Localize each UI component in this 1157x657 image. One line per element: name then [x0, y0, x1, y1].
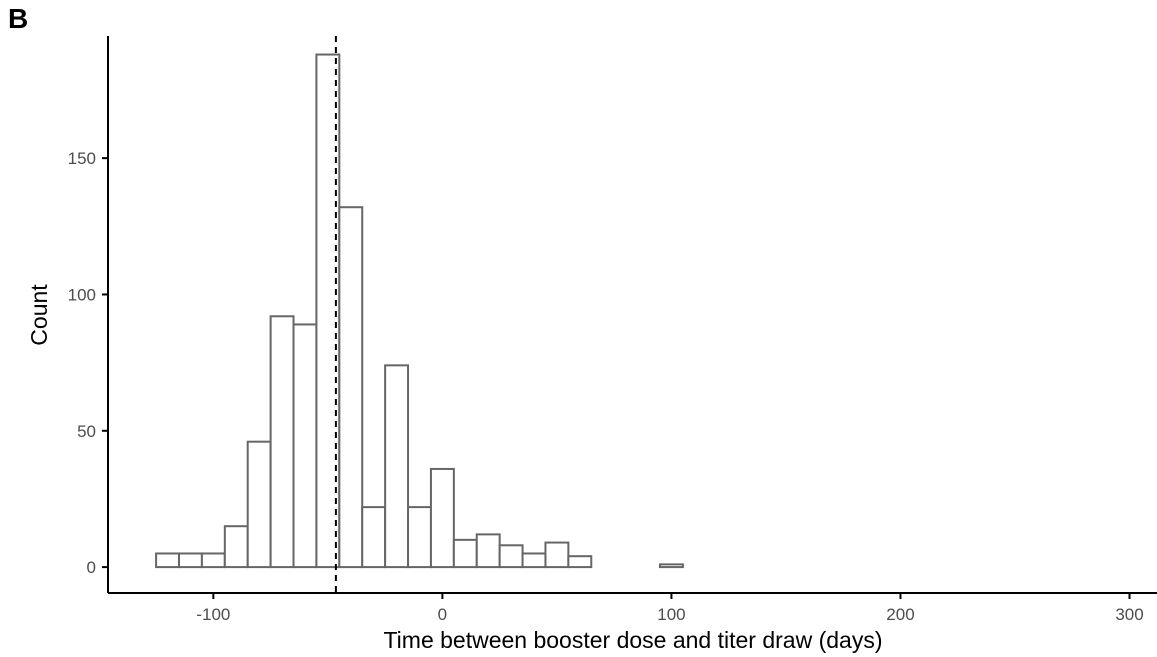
histogram-bar — [384, 364, 410, 569]
histogram-bar — [223, 525, 249, 569]
y-tick-label: 150 — [68, 149, 96, 168]
histogram-bar — [361, 506, 387, 569]
histogram-bar — [475, 533, 501, 569]
histogram-bar — [155, 552, 181, 569]
histogram-bar — [178, 552, 203, 569]
histogram-bars — [155, 53, 684, 569]
x-tick-label: 200 — [886, 605, 914, 624]
y-tick-label: 100 — [68, 285, 96, 304]
histogram-bar — [246, 440, 272, 569]
histogram-bar — [200, 552, 226, 569]
y-tick-label: 50 — [77, 422, 96, 441]
histogram-bar — [452, 538, 478, 569]
x-tick-label: 0 — [438, 605, 447, 624]
histogram-bar — [338, 206, 364, 569]
x-tick-label: 300 — [1115, 605, 1143, 624]
histogram-bar — [544, 541, 570, 569]
histogram-bar — [407, 506, 432, 569]
x-axis-ticks: -100 0 100 200 300 — [196, 593, 1144, 624]
histogram-bar — [292, 323, 318, 569]
histogram-bar — [658, 563, 684, 569]
histogram-bar — [269, 315, 295, 569]
y-tick-label: 0 — [87, 558, 96, 577]
panel-tag: B — [8, 3, 28, 34]
histogram-bar — [429, 467, 455, 569]
x-axis-title: Time between booster dose and titer draw… — [383, 627, 882, 653]
y-axis-ticks: 0 50 100 150 — [68, 149, 108, 577]
histogram-bar — [567, 555, 593, 569]
y-axis-title: Count — [26, 284, 52, 346]
x-tick-label: 100 — [657, 605, 685, 624]
histogram-bar — [521, 552, 547, 569]
x-tick-label: -100 — [196, 605, 230, 624]
histogram-bar — [498, 544, 524, 569]
